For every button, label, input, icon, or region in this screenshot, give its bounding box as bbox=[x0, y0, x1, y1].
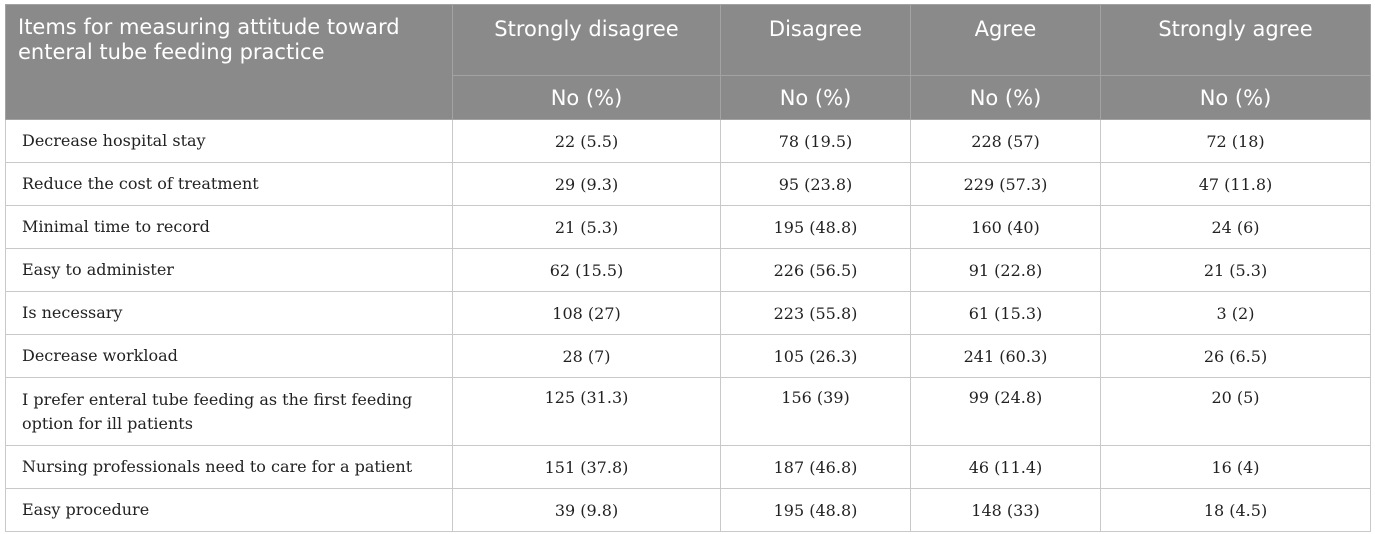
cell-strongly-agree: 3 (2) bbox=[1100, 291, 1371, 335]
cell-agree: 91 (22.8) bbox=[910, 248, 1101, 292]
cell-disagree: 226 (56.5) bbox=[720, 248, 911, 292]
attitude-table: Items for measuring attitude toward ente… bbox=[5, 4, 1371, 532]
subheader-strongly-disagree: No (%) bbox=[452, 75, 721, 120]
cell-strongly-agree: 72 (18) bbox=[1100, 119, 1371, 163]
cell-agree: 229 (57.3) bbox=[910, 162, 1101, 206]
cell-disagree: 187 (46.8) bbox=[720, 445, 911, 489]
table-row: Reduce the cost of treatment 29 (9.3) 95… bbox=[5, 162, 1371, 206]
cell-strongly-disagree: 21 (5.3) bbox=[452, 205, 721, 249]
cell-strongly-disagree: 108 (27) bbox=[452, 291, 721, 335]
cell-disagree: 78 (19.5) bbox=[720, 119, 911, 163]
cell-strongly-disagree: 125 (31.3) bbox=[452, 377, 721, 446]
cell-strongly-disagree: 28 (7) bbox=[452, 334, 721, 378]
table-row: Is necessary 108 (27) 223 (55.8) 61 (15.… bbox=[5, 291, 1371, 335]
cell-strongly-disagree: 22 (5.5) bbox=[452, 119, 721, 163]
cell-disagree: 156 (39) bbox=[720, 377, 911, 446]
row-item-label: I prefer enteral tube feeding as the fir… bbox=[5, 377, 453, 446]
cell-strongly-agree: 20 (5) bbox=[1100, 377, 1371, 446]
column-header-strongly-agree: Strongly agree bbox=[1100, 4, 1371, 76]
cell-strongly-disagree: 62 (15.5) bbox=[452, 248, 721, 292]
table-body: Decrease hospital stay 22 (5.5) 78 (19.5… bbox=[5, 119, 1371, 532]
cell-disagree: 105 (26.3) bbox=[720, 334, 911, 378]
cell-disagree: 195 (48.8) bbox=[720, 488, 911, 532]
table-row: Easy to administer 62 (15.5) 226 (56.5) … bbox=[5, 248, 1371, 292]
cell-agree: 228 (57) bbox=[910, 119, 1101, 163]
table-row: Nursing professionals need to care for a… bbox=[5, 445, 1371, 489]
table-row: Decrease workload 28 (7) 105 (26.3) 241 … bbox=[5, 334, 1371, 378]
cell-agree: 61 (15.3) bbox=[910, 291, 1101, 335]
subheader-strongly-agree: No (%) bbox=[1100, 75, 1371, 120]
cell-strongly-disagree: 29 (9.3) bbox=[452, 162, 721, 206]
cell-agree: 46 (11.4) bbox=[910, 445, 1101, 489]
cell-strongly-disagree: 151 (37.8) bbox=[452, 445, 721, 489]
cell-disagree: 195 (48.8) bbox=[720, 205, 911, 249]
cell-strongly-agree: 16 (4) bbox=[1100, 445, 1371, 489]
cell-strongly-agree: 47 (11.8) bbox=[1100, 162, 1371, 206]
subheader-row: No (%) No (%) No (%) No (%) bbox=[6, 75, 1371, 120]
row-item-label: Decrease workload bbox=[5, 334, 453, 378]
item-column-header: Items for measuring attitude toward ente… bbox=[5, 4, 453, 120]
column-header-strongly-disagree: Strongly disagree bbox=[452, 4, 721, 76]
cell-strongly-agree: 18 (4.5) bbox=[1100, 488, 1371, 532]
subheader-disagree: No (%) bbox=[720, 75, 911, 120]
row-item-label: Nursing professionals need to care for a… bbox=[5, 445, 453, 489]
row-item-label: Easy procedure bbox=[5, 488, 453, 532]
column-header-agree: Agree bbox=[910, 4, 1101, 76]
row-item-label: Reduce the cost of treatment bbox=[5, 162, 453, 206]
row-item-label: Decrease hospital stay bbox=[5, 119, 453, 163]
cell-agree: 99 (24.8) bbox=[910, 377, 1101, 446]
header-row: Items for measuring attitude toward ente… bbox=[5, 4, 1371, 120]
cell-strongly-agree: 24 (6) bbox=[1100, 205, 1371, 249]
table-row: Easy procedure 39 (9.8) 195 (48.8) 148 (… bbox=[5, 488, 1371, 532]
cell-agree: 148 (33) bbox=[910, 488, 1101, 532]
cell-agree: 160 (40) bbox=[910, 205, 1101, 249]
cell-strongly-agree: 26 (6.5) bbox=[1100, 334, 1371, 378]
table-row: Minimal time to record 21 (5.3) 195 (48.… bbox=[5, 205, 1371, 249]
cell-agree: 241 (60.3) bbox=[910, 334, 1101, 378]
table-row: Decrease hospital stay 22 (5.5) 78 (19.5… bbox=[5, 119, 1371, 163]
table-row: I prefer enteral tube feeding as the fir… bbox=[5, 377, 1371, 446]
row-item-label: Minimal time to record bbox=[5, 205, 453, 249]
cell-disagree: 223 (55.8) bbox=[720, 291, 911, 335]
table-header: Items for measuring attitude toward ente… bbox=[5, 4, 1371, 120]
cell-disagree: 95 (23.8) bbox=[720, 162, 911, 206]
cell-strongly-agree: 21 (5.3) bbox=[1100, 248, 1371, 292]
subheader-agree: No (%) bbox=[910, 75, 1101, 120]
row-item-label: Easy to administer bbox=[5, 248, 453, 292]
cell-strongly-disagree: 39 (9.8) bbox=[452, 488, 721, 532]
column-header-disagree: Disagree bbox=[720, 4, 911, 76]
row-item-label: Is necessary bbox=[5, 291, 453, 335]
